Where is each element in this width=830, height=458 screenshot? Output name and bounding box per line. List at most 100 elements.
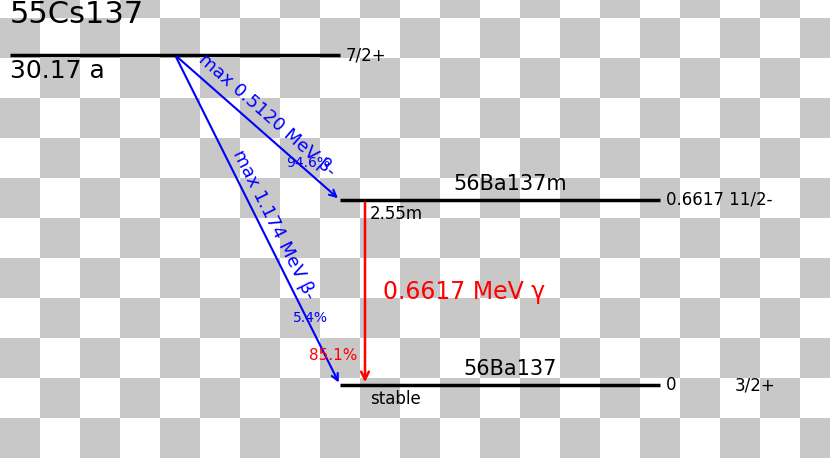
Text: 56Ba137: 56Ba137	[463, 359, 557, 379]
Bar	[680, 258, 720, 298]
Bar	[120, 138, 160, 178]
Bar	[240, 178, 280, 218]
Bar	[280, 98, 320, 138]
Bar	[760, 418, 800, 458]
Bar	[640, 138, 680, 178]
Bar	[160, 218, 200, 258]
Bar	[240, 218, 280, 258]
Bar	[80, 338, 120, 378]
Bar	[760, 0, 800, 18]
Bar	[200, 138, 240, 178]
Bar	[0, 98, 40, 138]
Bar	[240, 0, 280, 18]
Bar	[80, 178, 120, 218]
Bar	[600, 258, 640, 298]
Bar	[400, 218, 440, 258]
Bar	[520, 378, 560, 418]
Bar	[40, 18, 80, 58]
Bar	[360, 298, 400, 338]
Bar	[0, 178, 40, 218]
Bar	[720, 138, 760, 178]
Bar	[0, 218, 40, 258]
Bar	[600, 298, 640, 338]
Bar	[720, 58, 760, 98]
Bar	[560, 418, 600, 458]
Bar	[400, 58, 440, 98]
Bar	[640, 98, 680, 138]
Bar	[800, 338, 830, 378]
Bar	[80, 18, 120, 58]
Bar	[120, 378, 160, 418]
Bar	[480, 98, 520, 138]
Bar	[200, 98, 240, 138]
Bar	[40, 58, 80, 98]
Bar	[160, 338, 200, 378]
Bar	[440, 98, 480, 138]
Bar	[280, 218, 320, 258]
Bar	[520, 18, 560, 58]
Bar	[80, 378, 120, 418]
Bar	[280, 338, 320, 378]
Bar	[0, 258, 40, 298]
Bar	[800, 418, 830, 458]
Bar	[200, 418, 240, 458]
Bar	[200, 258, 240, 298]
Bar	[680, 18, 720, 58]
Bar	[240, 258, 280, 298]
Bar	[680, 58, 720, 98]
Bar	[600, 0, 640, 18]
Bar	[320, 18, 360, 58]
Bar	[760, 178, 800, 218]
Bar	[720, 178, 760, 218]
Bar	[320, 58, 360, 98]
Bar	[320, 258, 360, 298]
Text: 3/2+: 3/2+	[735, 376, 776, 394]
Bar	[560, 298, 600, 338]
Bar	[40, 218, 80, 258]
Bar	[160, 178, 200, 218]
Bar	[160, 418, 200, 458]
Bar	[40, 258, 80, 298]
Bar	[520, 98, 560, 138]
Bar	[160, 18, 200, 58]
Bar	[600, 378, 640, 418]
Bar	[600, 138, 640, 178]
Bar	[80, 138, 120, 178]
Bar	[440, 258, 480, 298]
Bar	[320, 338, 360, 378]
Bar	[240, 378, 280, 418]
Bar	[720, 218, 760, 258]
Bar	[400, 18, 440, 58]
Bar	[40, 98, 80, 138]
Bar	[320, 178, 360, 218]
Bar	[120, 0, 160, 18]
Bar	[360, 418, 400, 458]
Text: 85.1%: 85.1%	[309, 348, 357, 363]
Bar	[280, 178, 320, 218]
Bar	[120, 418, 160, 458]
Bar	[760, 378, 800, 418]
Bar	[280, 0, 320, 18]
Bar	[600, 338, 640, 378]
Bar	[40, 298, 80, 338]
Bar	[120, 18, 160, 58]
Bar	[160, 98, 200, 138]
Bar	[720, 298, 760, 338]
Bar	[320, 218, 360, 258]
Bar	[640, 298, 680, 338]
Bar	[400, 0, 440, 18]
Bar	[0, 378, 40, 418]
Bar	[600, 178, 640, 218]
Bar	[520, 58, 560, 98]
Bar	[360, 258, 400, 298]
Bar	[480, 218, 520, 258]
Bar	[280, 418, 320, 458]
Bar	[800, 138, 830, 178]
Bar	[800, 18, 830, 58]
Bar	[80, 98, 120, 138]
Bar	[240, 338, 280, 378]
Bar	[280, 258, 320, 298]
Bar	[360, 0, 400, 18]
Bar	[400, 98, 440, 138]
Bar	[560, 58, 600, 98]
